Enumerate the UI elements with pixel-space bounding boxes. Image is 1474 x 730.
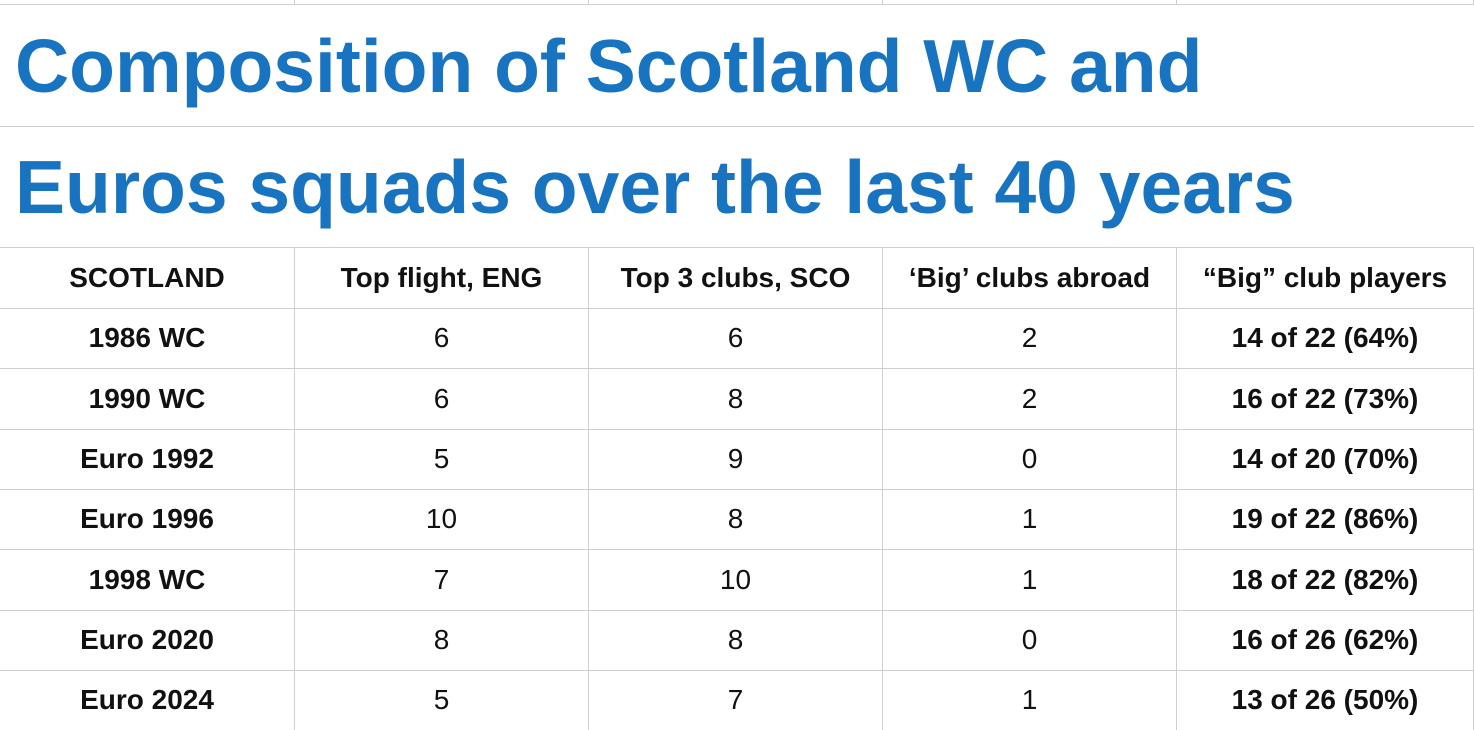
data-cell: 5 <box>295 428 589 490</box>
data-cell: 14 of 20 (70%) <box>1177 428 1474 490</box>
top-strip-cell <box>883 0 1177 5</box>
data-cell: 1 <box>883 549 1177 611</box>
data-cell: 9 <box>589 428 883 490</box>
data-cell: 16 of 26 (62%) <box>1177 609 1474 671</box>
header-cell: SCOTLAND <box>0 248 295 309</box>
data-cell: 8 <box>589 368 883 430</box>
data-cell: 1 <box>883 489 1177 551</box>
data-cell: 18 of 22 (82%) <box>1177 549 1474 611</box>
data-cell: 0 <box>883 428 1177 490</box>
top-strip-cell <box>295 0 589 5</box>
row-label: 1990 WC <box>0 368 295 430</box>
header-cell: Top flight, ENG <box>295 248 589 309</box>
data-cell: 6 <box>295 368 589 430</box>
data-cell: 14 of 22 (64%) <box>1177 308 1474 370</box>
data-cell: 6 <box>295 308 589 370</box>
data-cell: 6 <box>589 308 883 370</box>
row-label: Euro 2020 <box>0 609 295 671</box>
row-label: 1986 WC <box>0 308 295 370</box>
data-cell: 8 <box>589 609 883 671</box>
header-cell: “Big” club players <box>1177 248 1474 309</box>
data-cell: 7 <box>589 670 883 730</box>
row-label: Euro 1996 <box>0 489 295 551</box>
header-cell: Top 3 clubs, SCO <box>589 248 883 309</box>
top-strip-cell <box>0 0 295 5</box>
title-line: Composition of Scotland WC and <box>0 5 1474 127</box>
row-label: 1998 WC <box>0 549 295 611</box>
data-cell: 5 <box>295 670 589 730</box>
title-line: Euros squads over the last 40 years <box>0 127 1474 248</box>
data-cell: 19 of 22 (86%) <box>1177 489 1474 551</box>
data-cell: 1 <box>883 670 1177 730</box>
data-cell: 2 <box>883 308 1177 370</box>
data-cell: 10 <box>589 549 883 611</box>
data-cell: 2 <box>883 368 1177 430</box>
top-strip-cell <box>589 0 883 5</box>
data-cell: 8 <box>589 489 883 551</box>
data-cell: 10 <box>295 489 589 551</box>
data-cell: 7 <box>295 549 589 611</box>
data-cell: 13 of 26 (50%) <box>1177 670 1474 730</box>
data-cell: 0 <box>883 609 1177 671</box>
data-cell: 8 <box>295 609 589 671</box>
data-cell: 16 of 22 (73%) <box>1177 368 1474 430</box>
row-label: Euro 1992 <box>0 428 295 490</box>
header-cell: ‘Big’ clubs abroad <box>883 248 1177 309</box>
row-label: Euro 2024 <box>0 670 295 730</box>
